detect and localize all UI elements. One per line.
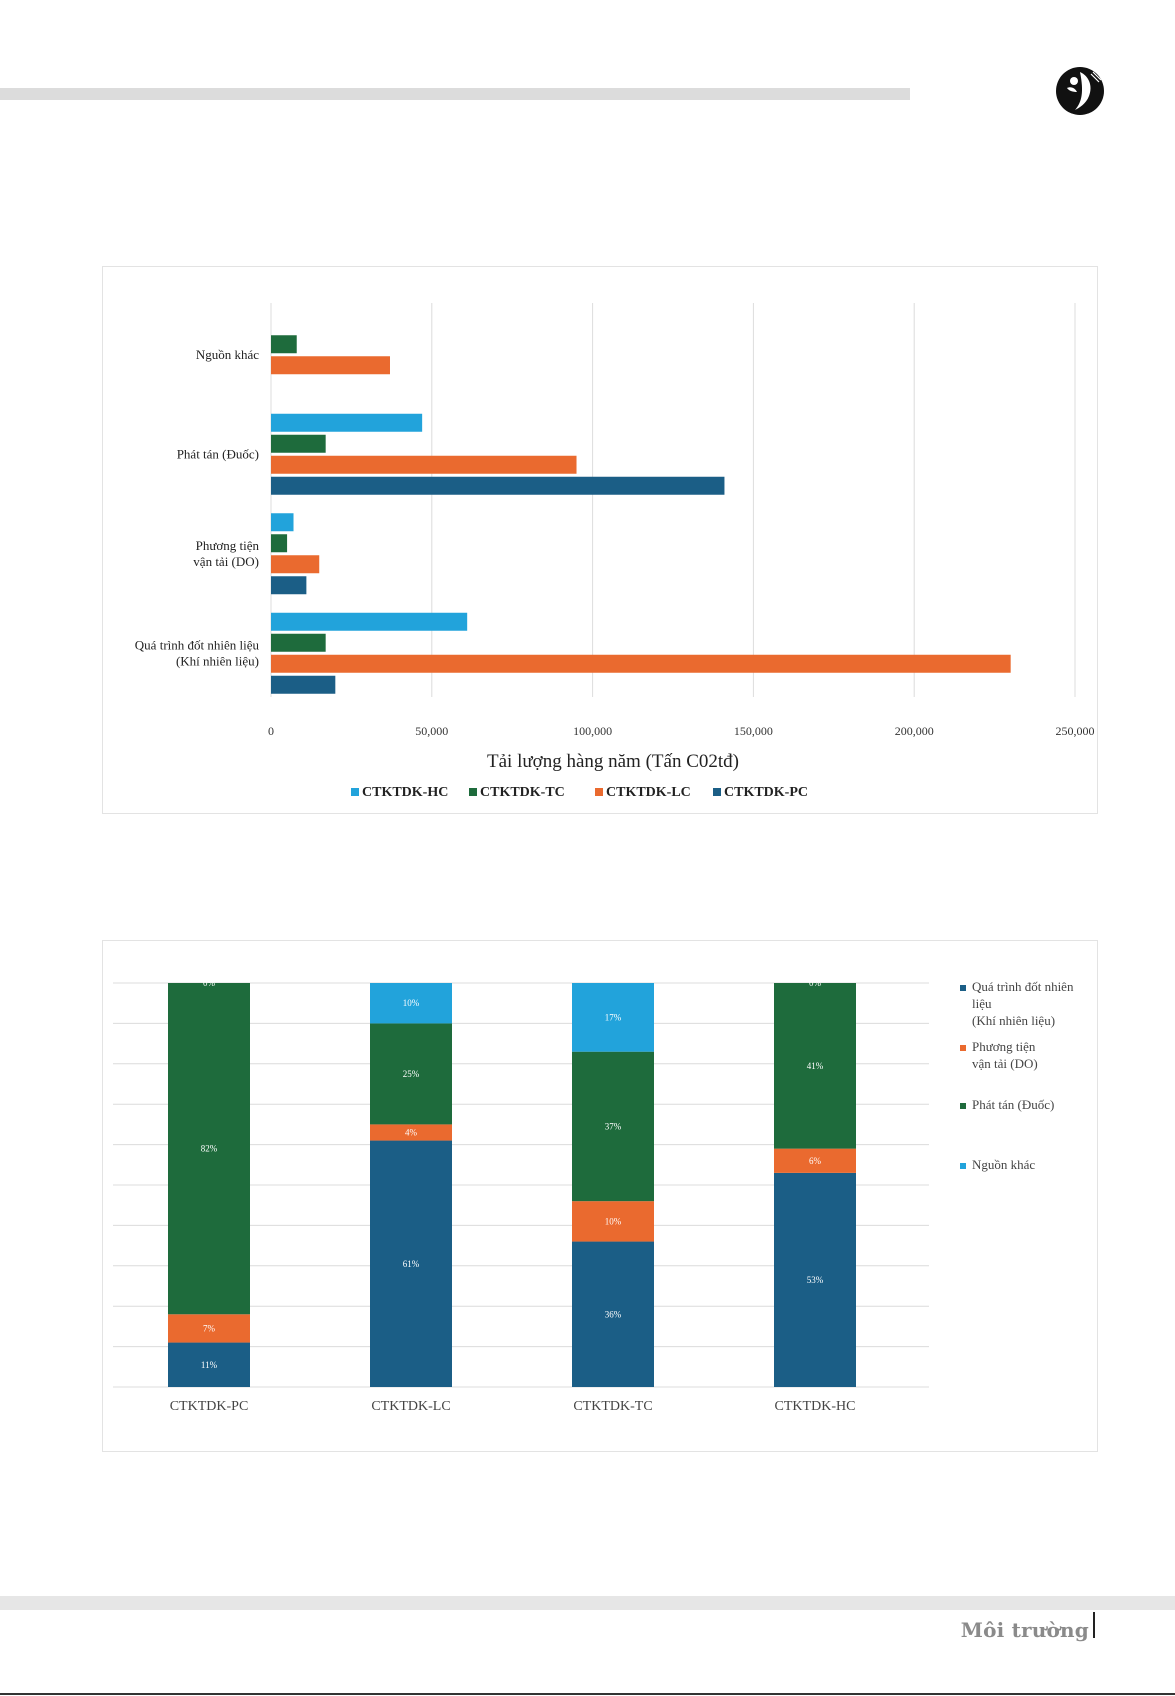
segment-data-label: 10% <box>605 1216 622 1226</box>
legend-label: CTKTDK-HC <box>362 785 448 800</box>
segment-data-label: 4% <box>405 1127 418 1137</box>
legend-swatch <box>960 1163 966 1169</box>
footer-section-label: Môi trường <box>960 1618 1089 1642</box>
legend-swatch <box>595 788 603 796</box>
segment-data-label: 61% <box>403 1259 420 1269</box>
category-label: Nguồn khác <box>196 347 259 362</box>
stacked-segment <box>168 1314 250 1343</box>
header-divider <box>0 88 910 100</box>
bar-ctktdk-lc <box>271 654 1011 673</box>
category-label-line: Quá trình đốt nhiên liệu <box>135 637 260 652</box>
page-bottom-rule <box>0 1693 1175 1695</box>
segment-data-label: 7% <box>203 1323 216 1333</box>
segment-data-label: 0% <box>203 978 216 988</box>
bar-ctktdk-tc <box>271 534 288 553</box>
stacked-segment <box>370 1140 452 1387</box>
bar-ctktdk-pc <box>271 576 307 595</box>
bar-ctktdk-hc <box>271 612 468 631</box>
category-label: Phương tiện vận tải (DO) <box>193 538 259 569</box>
legend-swatch <box>960 985 966 991</box>
category-axis-label: CTKTDK-PC <box>170 1399 249 1414</box>
stacked-segment <box>774 1172 856 1387</box>
stacked-segment <box>572 983 654 1052</box>
segment-data-label: 37% <box>605 1121 622 1131</box>
segment-data-label: 0% <box>809 978 822 988</box>
stacked-segment <box>370 1124 452 1141</box>
bar-ctktdk-tc <box>271 633 326 652</box>
stacked-segment <box>168 1342 250 1387</box>
category-label-line: Phương tiện <box>196 538 260 553</box>
legend-label: CTKTDK-PC <box>724 785 808 800</box>
legend-label: Phát tán (Đuốc) <box>972 1097 1054 1112</box>
segment-data-label: 6% <box>809 1156 822 1166</box>
category-label-line: vận tải (DO) <box>193 554 259 569</box>
stacked-segment <box>572 1051 654 1202</box>
category-axis-label: CTKTDK-LC <box>371 1399 450 1414</box>
segment-data-label: 17% <box>605 1012 622 1022</box>
x-tick-label: 250,000 <box>1056 724 1095 738</box>
legend-swatch <box>960 1045 966 1051</box>
segment-data-label: 36% <box>605 1309 622 1319</box>
legend-swatch <box>351 788 359 796</box>
category-label-line: (Khí nhiên liệu) <box>176 653 259 668</box>
stacked-segment <box>370 983 452 1024</box>
bar-ctktdk-pc <box>271 476 725 495</box>
stacked-segment <box>168 983 250 1315</box>
bar-ctktdk-lc <box>271 455 577 474</box>
emission-bar-chart: 0 50,000 100,000 150,000 200,000 250,000 Nguồn… <box>135 303 1095 800</box>
bar-ctktdk-hc <box>271 513 294 532</box>
legend-label-line: Nguồn khác <box>972 1157 1035 1172</box>
bar-ctktdk-tc <box>271 434 326 453</box>
segment-data-label: 53% <box>807 1275 824 1285</box>
legend-label-line: Phát tán (Đuốc) <box>972 1097 1054 1112</box>
bar-ctktdk-lc <box>271 356 390 375</box>
x-axis-label: Tải lượng hàng năm (Tấn C02tđ) <box>487 751 739 772</box>
bar-ctktdk-pc <box>271 675 336 694</box>
category-label: Phát tán (Đuốc) <box>177 446 259 461</box>
category-label-line: Nguồn khác <box>196 347 259 362</box>
segment-data-label: 41% <box>807 1061 824 1071</box>
bar-ctktdk-tc <box>271 335 297 354</box>
footer-band <box>0 1596 1175 1610</box>
segment-data-label: 25% <box>403 1069 420 1079</box>
legend-label-line: liệu <box>972 996 992 1011</box>
legend-label-line: Phương tiện <box>972 1039 1036 1054</box>
stacked-segment <box>572 1241 654 1387</box>
segment-data-label: 10% <box>403 998 420 1008</box>
legend-label: Quá trình đốt nhiên liệu (Khí nhiên liệu) <box>972 979 1074 1028</box>
bar-ctktdk-hc <box>271 413 423 432</box>
legend-label-line: vận tải (DO) <box>972 1056 1038 1071</box>
leaf-person-logo-icon <box>1056 67 1104 115</box>
stacked-segment <box>774 1148 856 1173</box>
x-tick-label: 100,000 <box>573 724 612 738</box>
legend-label: CTKTDK-LC <box>606 785 691 800</box>
segment-data-label: 82% <box>201 1144 218 1154</box>
category-axis-label: CTKTDK-HC <box>775 1399 856 1414</box>
stacked-segment <box>370 1023 452 1125</box>
legend-swatch <box>960 1103 966 1109</box>
segment-data-label: 11% <box>201 1360 218 1370</box>
emission-share-stacked-chart: 11% 7% 82% 0% CTKTDK-PC 61% 4% 25% 10% CTKTDK-LC 3… <box>113 978 1074 1414</box>
stacked-segment <box>572 1201 654 1242</box>
stacked-segment <box>774 983 856 1149</box>
x-tick-label: 0 <box>268 724 274 738</box>
legend-label: CTKTDK-TC <box>480 785 565 800</box>
bar-ctktdk-lc <box>271 555 320 574</box>
x-tick-label: 200,000 <box>895 724 934 738</box>
category-label-line: Phát tán (Đuốc) <box>177 446 259 461</box>
footer-divider <box>1093 1612 1095 1638</box>
legend-swatch <box>713 788 721 796</box>
legend-label-line: Quá trình đốt nhiên <box>972 979 1074 994</box>
emission-share-chart-panel: 11% 7% 82% 0% CTKTDK-PC 61% 4% 25% 10% CTKTDK-LC 3… <box>102 940 1098 1452</box>
category-label: Quá trình đốt nhiên liệu (Khí nhiên liệu) <box>135 637 260 668</box>
x-tick-label: 150,000 <box>734 724 773 738</box>
category-axis-label: CTKTDK-TC <box>573 1399 652 1414</box>
legend-swatch <box>469 788 477 796</box>
x-tick-label: 50,000 <box>415 724 448 738</box>
legend-label: Nguồn khác <box>972 1157 1035 1172</box>
emission-bar-chart-panel: 0 50,000 100,000 150,000 200,000 250,000 Nguồn… <box>102 266 1098 814</box>
legend-label: Phương tiện vận tải (DO) <box>972 1039 1038 1071</box>
legend-label-line: (Khí nhiên liệu) <box>972 1013 1055 1028</box>
